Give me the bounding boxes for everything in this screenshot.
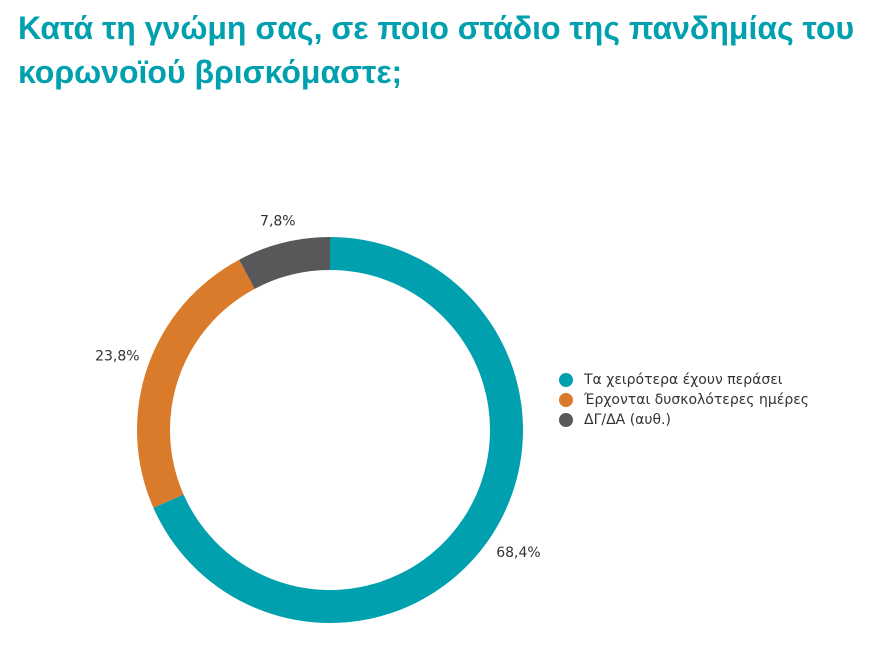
data-label: 68,4% [496,545,540,561]
legend-marker [559,393,573,407]
data-label: 7,8% [260,213,296,229]
legend-marker [559,373,573,387]
donut-segment [137,259,255,508]
legend-label: Τα χειρότερα έχουν περάσει [583,372,783,388]
chart-title: Κατά τη γνώμη σας, σε ποιο στάδιο της πα… [18,10,855,90]
data-label: 23,8% [95,348,139,364]
legend-label: Έρχονται δυσκολότερες ημέρες [583,392,809,408]
legend-label: ΔΓ/ΔΑ (αυθ.) [584,412,671,428]
legend-marker [559,413,573,427]
donut-segment [239,237,330,289]
